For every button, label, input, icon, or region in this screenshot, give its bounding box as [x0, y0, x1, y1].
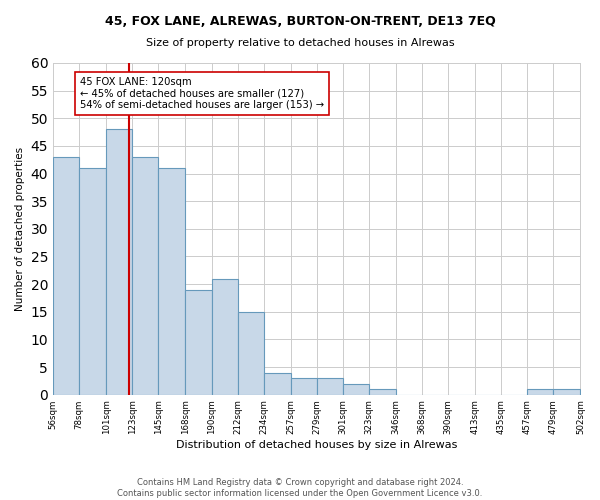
- Text: 45, FOX LANE, ALREWAS, BURTON-ON-TRENT, DE13 7EQ: 45, FOX LANE, ALREWAS, BURTON-ON-TRENT, …: [104, 15, 496, 28]
- Bar: [79, 168, 106, 394]
- Bar: [132, 157, 158, 394]
- Bar: [53, 157, 79, 394]
- Bar: [291, 378, 317, 394]
- Bar: [158, 168, 185, 394]
- Bar: [553, 389, 580, 394]
- Y-axis label: Number of detached properties: Number of detached properties: [15, 147, 25, 311]
- Bar: [106, 130, 132, 394]
- Bar: [238, 312, 263, 394]
- Bar: [527, 389, 553, 394]
- X-axis label: Distribution of detached houses by size in Alrewas: Distribution of detached houses by size …: [176, 440, 457, 450]
- Text: 45 FOX LANE: 120sqm
← 45% of detached houses are smaller (127)
54% of semi-detac: 45 FOX LANE: 120sqm ← 45% of detached ho…: [80, 77, 325, 110]
- Text: Size of property relative to detached houses in Alrewas: Size of property relative to detached ho…: [146, 38, 454, 48]
- Bar: [263, 372, 291, 394]
- Bar: [185, 290, 212, 395]
- Bar: [343, 384, 369, 394]
- Text: Contains HM Land Registry data © Crown copyright and database right 2024.
Contai: Contains HM Land Registry data © Crown c…: [118, 478, 482, 498]
- Bar: [212, 278, 238, 394]
- Bar: [317, 378, 343, 394]
- Bar: [369, 389, 396, 394]
